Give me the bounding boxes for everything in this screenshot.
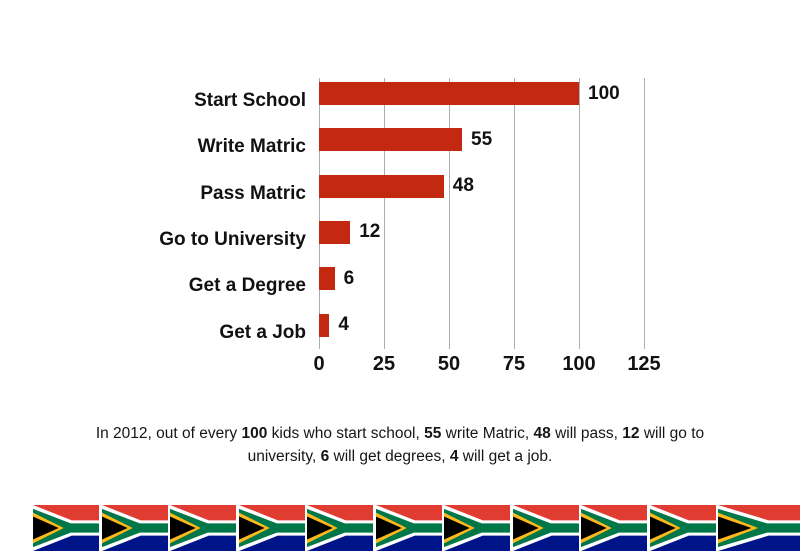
gridline [643, 78, 645, 349]
bar [319, 313, 330, 337]
x-tick-label: 0 [313, 353, 325, 375]
category-label: Pass Matric [200, 182, 306, 204]
category-label: Write Matric [197, 136, 306, 158]
caption-number: 6 [320, 448, 330, 465]
x-tick-label: 25 [372, 353, 396, 375]
bar-chart: 0 25 50 75 100 125 Start School 100 Write Matric… [159, 78, 661, 375]
flag-strip [33, 505, 800, 551]
gridline [578, 78, 580, 349]
caption-number: 4 [449, 448, 459, 465]
bar [319, 174, 444, 198]
x-tick-label: 125 [627, 353, 661, 375]
south-africa-flag [33, 505, 99, 551]
caption-text: In 2012, out of every [95, 425, 242, 442]
south-africa-flag [718, 505, 800, 551]
caption-text: kids who start school, [267, 425, 425, 442]
south-africa-flag [375, 505, 442, 551]
caption-text: write Matric, [441, 425, 534, 442]
x-tick-label: 75 [502, 353, 526, 375]
caption-text: will get degrees, [329, 448, 450, 465]
gridline [318, 78, 320, 349]
south-africa-flag [238, 505, 305, 551]
caption-text: will go to university, [247, 425, 705, 465]
category-label: Start School [194, 90, 306, 111]
bar [319, 82, 579, 105]
caption-number: 55 [424, 425, 442, 442]
x-tick-label: 50 [437, 353, 461, 375]
bar [319, 267, 335, 291]
south-africa-flag [649, 505, 716, 551]
value-label: 12 [359, 221, 381, 243]
value-label: 4 [338, 314, 349, 335]
caption: In 2012, out of every 100 kids who start… [60, 422, 740, 468]
south-africa-flag [581, 505, 647, 551]
caption-number: 12 [622, 425, 640, 442]
value-label: 55 [471, 128, 493, 150]
south-africa-flag [444, 505, 510, 551]
caption-number: 100 [241, 425, 268, 442]
value-label: 6 [343, 267, 355, 289]
gridline [513, 78, 515, 349]
south-africa-flag [512, 505, 579, 551]
bar [319, 220, 351, 244]
category-label: Get a Degree [188, 275, 306, 297]
gridline [383, 78, 385, 349]
value-label: 48 [452, 175, 474, 197]
south-africa-flag [101, 505, 168, 551]
value-label: 100 [588, 82, 620, 104]
caption-text: will get a job. [458, 448, 553, 465]
x-tick-label: 100 [562, 353, 596, 375]
caption-number: 48 [533, 425, 551, 442]
south-africa-flag [307, 505, 373, 551]
bar [319, 128, 462, 152]
south-africa-flag [170, 505, 236, 551]
caption-text: will pass, [550, 425, 623, 442]
category-label: Go to University [159, 228, 306, 250]
gridline [448, 78, 450, 349]
category-label: Get a Job [219, 321, 306, 343]
